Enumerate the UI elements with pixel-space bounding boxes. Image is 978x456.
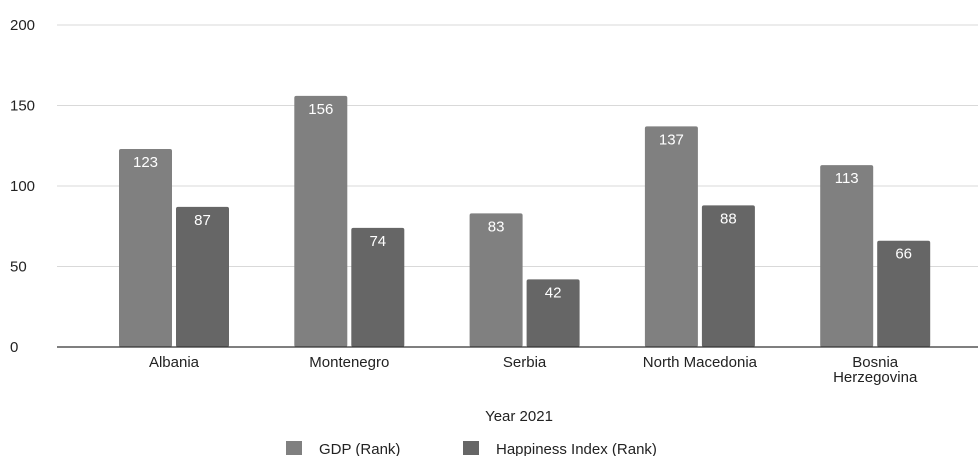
legend-label: Happiness Index (Rank) (496, 441, 657, 456)
data-label: 88 (720, 210, 737, 227)
x-category-label: North Macedonia (643, 354, 758, 371)
legend: GDP (Rank) Happiness Index (Rank) (286, 441, 657, 456)
y-tick-label: 150 (10, 98, 35, 115)
y-tick-label: 0 (10, 339, 18, 356)
legend-swatch (286, 441, 302, 455)
data-label: 74 (369, 233, 386, 250)
data-label: 83 (488, 218, 505, 235)
x-axis-category-labels: Albania Montenegro Serbia North Macedonia Bo… (149, 354, 918, 386)
bar (294, 95, 348, 347)
data-label: 113 (835, 170, 859, 187)
legend-label: GDP (Rank) (319, 441, 400, 456)
x-category-label: Herzegovina (833, 369, 918, 386)
data-label: 123 (133, 154, 158, 171)
y-tick-label: 100 (10, 178, 35, 195)
y-axis-tick-labels: 0 50 100 150 200 (10, 17, 35, 356)
data-label: 137 (659, 131, 684, 148)
bar (701, 205, 755, 347)
y-tick-label: 200 (10, 17, 35, 34)
bar (469, 213, 523, 347)
x-category-label: Serbia (503, 354, 547, 371)
data-label: 42 (545, 284, 562, 301)
x-axis-title: Year 2021 (485, 408, 553, 425)
bars: 123 87 156 74 83 42 137 88 113 66 (119, 95, 931, 348)
data-label: 156 (308, 101, 333, 118)
bar (877, 240, 931, 347)
bar (351, 227, 405, 347)
x-category-label: Montenegro (309, 354, 389, 371)
x-category-label: Bosnia (852, 354, 899, 371)
bar (820, 165, 874, 347)
x-category-label: Albania (149, 354, 200, 371)
bar (176, 206, 229, 347)
bar (119, 148, 172, 347)
y-tick-label: 50 (10, 259, 27, 276)
data-label: 87 (194, 212, 211, 229)
bar (526, 279, 580, 347)
bar (644, 126, 698, 348)
data-label: 66 (895, 246, 912, 263)
legend-swatch (463, 441, 479, 455)
